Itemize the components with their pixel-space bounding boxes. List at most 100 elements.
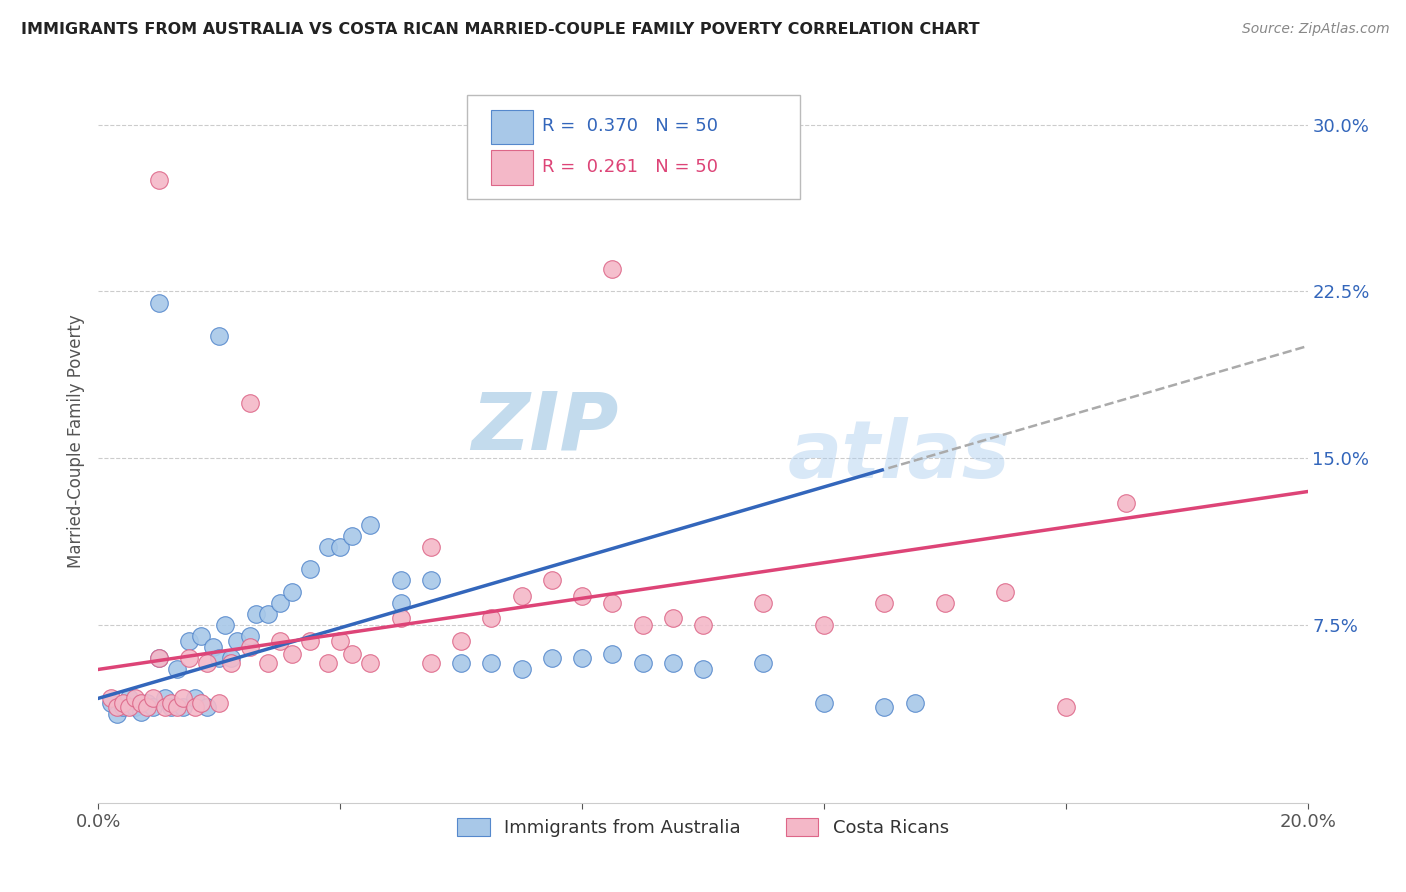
Point: [299, 562, 322, 576]
Point: [221, 651, 243, 665]
Point: [148, 173, 170, 187]
Point: [813, 618, 835, 632]
Text: IMMIGRANTS FROM AUSTRALIA VS COSTA RICAN MARRIED-COUPLE FAMILY POVERTY CORRELATI: IMMIGRANTS FROM AUSTRALIA VS COSTA RICAN…: [21, 22, 980, 37]
Point: [752, 656, 775, 670]
Point: [631, 656, 654, 670]
Point: [153, 691, 176, 706]
Text: R =  0.370   N = 50: R = 0.370 N = 50: [543, 118, 718, 136]
Point: [124, 691, 146, 706]
Point: [190, 629, 212, 643]
Point: [142, 700, 165, 714]
Point: [129, 705, 152, 719]
Point: [389, 574, 412, 588]
Point: [420, 540, 443, 554]
Point: [179, 651, 201, 665]
FancyBboxPatch shape: [492, 150, 533, 185]
Point: [692, 662, 714, 676]
Point: [239, 395, 262, 409]
Point: [221, 656, 243, 670]
Point: [105, 706, 128, 721]
Point: [160, 696, 183, 710]
Point: [111, 696, 134, 710]
Point: [195, 700, 218, 714]
Point: [208, 651, 231, 665]
Point: [281, 647, 304, 661]
Y-axis label: Married-Couple Family Poverty: Married-Couple Family Poverty: [66, 315, 84, 568]
Point: [124, 700, 146, 714]
Point: [118, 700, 141, 714]
Point: [571, 589, 593, 603]
Point: [904, 696, 927, 710]
Point: [100, 696, 122, 710]
Point: [420, 656, 443, 670]
Point: [245, 607, 267, 621]
Point: [184, 700, 207, 714]
Point: [148, 651, 170, 665]
Point: [166, 700, 188, 714]
Point: [450, 633, 472, 648]
Point: [135, 700, 157, 714]
Point: [813, 696, 835, 710]
Point: [360, 656, 382, 670]
Point: [571, 651, 593, 665]
Point: [510, 662, 533, 676]
Point: [208, 696, 231, 710]
Point: [1115, 496, 1137, 510]
Point: [329, 633, 352, 648]
Point: [342, 647, 364, 661]
Point: [208, 329, 231, 343]
Point: [100, 691, 122, 706]
Point: [481, 611, 503, 625]
Point: [602, 262, 624, 277]
Point: [481, 656, 503, 670]
Point: [118, 691, 141, 706]
Text: ZIP: ZIP: [471, 388, 619, 467]
Point: [450, 656, 472, 670]
Point: [342, 529, 364, 543]
Point: [389, 611, 412, 625]
Point: [994, 584, 1017, 599]
Point: [692, 618, 714, 632]
FancyBboxPatch shape: [467, 95, 800, 200]
Point: [129, 696, 152, 710]
Point: [256, 607, 278, 621]
Point: [934, 596, 956, 610]
Point: [135, 696, 157, 710]
Point: [172, 691, 194, 706]
Point: [172, 700, 194, 714]
Point: [540, 574, 562, 588]
Point: [190, 696, 212, 710]
Point: [153, 700, 176, 714]
Text: Source: ZipAtlas.com: Source: ZipAtlas.com: [1241, 22, 1389, 37]
Point: [111, 700, 134, 714]
Point: [239, 629, 262, 643]
Point: [226, 633, 249, 648]
Point: [316, 656, 339, 670]
FancyBboxPatch shape: [492, 110, 533, 144]
Point: [420, 574, 443, 588]
Point: [752, 596, 775, 610]
Text: R =  0.261   N = 50: R = 0.261 N = 50: [543, 158, 718, 176]
Point: [202, 640, 225, 655]
Point: [316, 540, 339, 554]
Point: [661, 656, 683, 670]
Point: [360, 517, 382, 532]
Point: [389, 596, 412, 610]
Point: [329, 540, 352, 554]
Point: [631, 618, 654, 632]
Point: [256, 656, 278, 670]
Point: [160, 700, 183, 714]
Point: [148, 651, 170, 665]
Text: atlas: atlas: [787, 417, 1011, 495]
Point: [195, 656, 218, 670]
Point: [269, 596, 291, 610]
Point: [142, 691, 165, 706]
Point: [299, 633, 322, 648]
Legend: Immigrants from Australia, Costa Ricans: Immigrants from Australia, Costa Ricans: [450, 811, 956, 845]
Point: [661, 611, 683, 625]
Point: [1054, 700, 1077, 714]
Point: [239, 640, 262, 655]
Point: [281, 584, 304, 599]
Point: [602, 596, 624, 610]
Point: [148, 295, 170, 310]
